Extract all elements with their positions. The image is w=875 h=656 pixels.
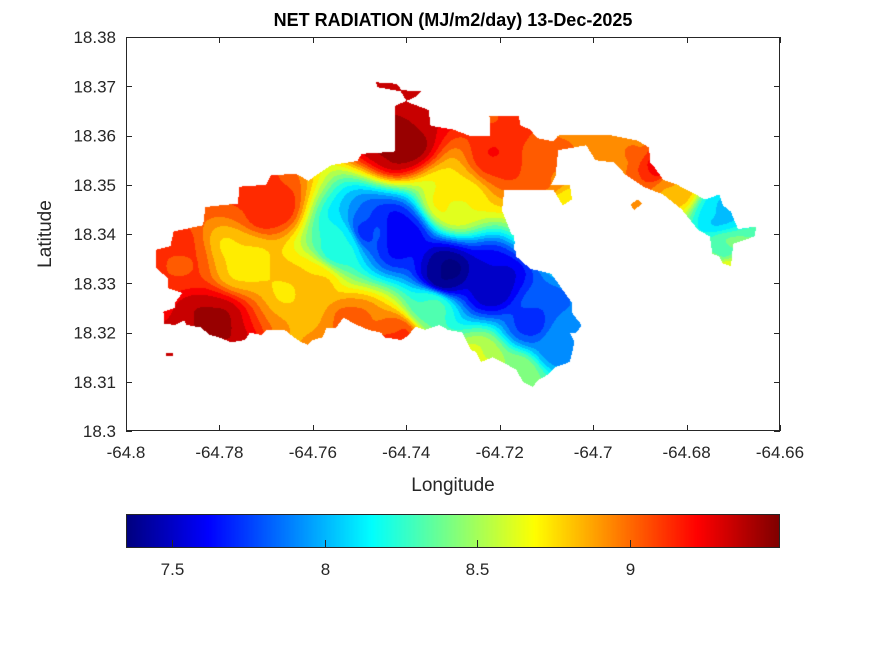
- x-tick-label: -64.76: [289, 443, 337, 462]
- x-tick-label: -64.74: [382, 443, 430, 462]
- colorbar-box: [126, 514, 780, 548]
- colorbar-tick-label: 9: [626, 560, 635, 579]
- x-tick-label: -64.8: [107, 443, 146, 462]
- colorbar-gradient: [126, 514, 780, 547]
- y-axis: 18.3 18.31 18.32 18.33 18.34 18.35 18.36 18.37 1…: [73, 28, 780, 441]
- x-tick-label: -64.72: [476, 443, 524, 462]
- y-tick-label: 18.36: [73, 127, 116, 146]
- x-tick-label: -64.7: [574, 443, 613, 462]
- y-tick-label: 18.33: [73, 274, 116, 293]
- y-tick-label: 18.32: [73, 324, 116, 343]
- colorbar-tick-label: 8: [321, 560, 330, 579]
- colorbar: [126, 514, 780, 547]
- x-axis: -64.8 -64.78 -64.76 -64.74 -64.72 -64.7 -64.68…: [107, 37, 804, 462]
- x-axis-label: Longitude: [411, 475, 494, 496]
- x-tick-label: -64.66: [756, 443, 804, 462]
- y-tick-label: 18.35: [73, 176, 116, 195]
- y-tick-label: 18.38: [73, 28, 116, 47]
- plot-area: [126, 37, 780, 431]
- y-tick-label: 18.34: [73, 225, 116, 244]
- colorbar-ticks: 7.5 8 8.5 9: [161, 540, 635, 579]
- colorbar-tick-label: 8.5: [466, 560, 490, 579]
- y-tick-label: 18.31: [73, 373, 116, 392]
- y-tick-label: 18.3: [83, 422, 116, 441]
- x-tick-label: -64.78: [195, 443, 243, 462]
- colorbar-tick-label: 7.5: [161, 560, 185, 579]
- y-axis-label: Latitude: [35, 200, 56, 268]
- x-tick-label: -64.68: [662, 443, 710, 462]
- chart-title: NET RADIATION (MJ/m2/day) 13-Dec-2025: [274, 10, 633, 30]
- y-tick-label: 18.37: [73, 77, 116, 96]
- contour-map: [126, 37, 780, 431]
